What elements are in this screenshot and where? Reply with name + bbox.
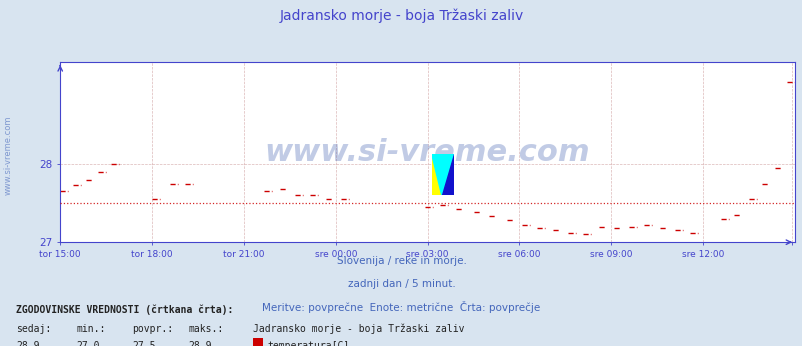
Text: maks.:: maks.: bbox=[188, 324, 224, 334]
Text: 28,9: 28,9 bbox=[16, 342, 39, 346]
Text: Jadransko morje - boja Tržaski zaliv: Jadransko morje - boja Tržaski zaliv bbox=[279, 9, 523, 23]
Text: www.si-vreme.com: www.si-vreme.com bbox=[265, 138, 589, 167]
Text: 28,9: 28,9 bbox=[188, 342, 212, 346]
Text: Jadransko morje - boja Tržaski zaliv: Jadransko morje - boja Tržaski zaliv bbox=[253, 324, 464, 334]
Polygon shape bbox=[431, 154, 441, 195]
Polygon shape bbox=[431, 154, 454, 195]
Text: Meritve: povprečne  Enote: metrične  Črta: povprečje: Meritve: povprečne Enote: metrične Črta:… bbox=[262, 301, 540, 313]
Text: 27,5: 27,5 bbox=[132, 342, 156, 346]
Text: zadnji dan / 5 minut.: zadnji dan / 5 minut. bbox=[347, 279, 455, 289]
Polygon shape bbox=[441, 154, 454, 195]
Text: sedaj:: sedaj: bbox=[16, 324, 51, 334]
Text: ZGODOVINSKE VREDNOSTI (črtkana črta):: ZGODOVINSKE VREDNOSTI (črtkana črta): bbox=[16, 304, 233, 315]
Text: Slovenija / reke in morje.: Slovenija / reke in morje. bbox=[336, 256, 466, 266]
Text: 27,0: 27,0 bbox=[76, 342, 99, 346]
Text: temperatura[C]: temperatura[C] bbox=[267, 342, 349, 346]
Text: min.:: min.: bbox=[76, 324, 106, 334]
Text: povpr.:: povpr.: bbox=[132, 324, 173, 334]
Text: www.si-vreme.com: www.si-vreme.com bbox=[4, 116, 13, 195]
